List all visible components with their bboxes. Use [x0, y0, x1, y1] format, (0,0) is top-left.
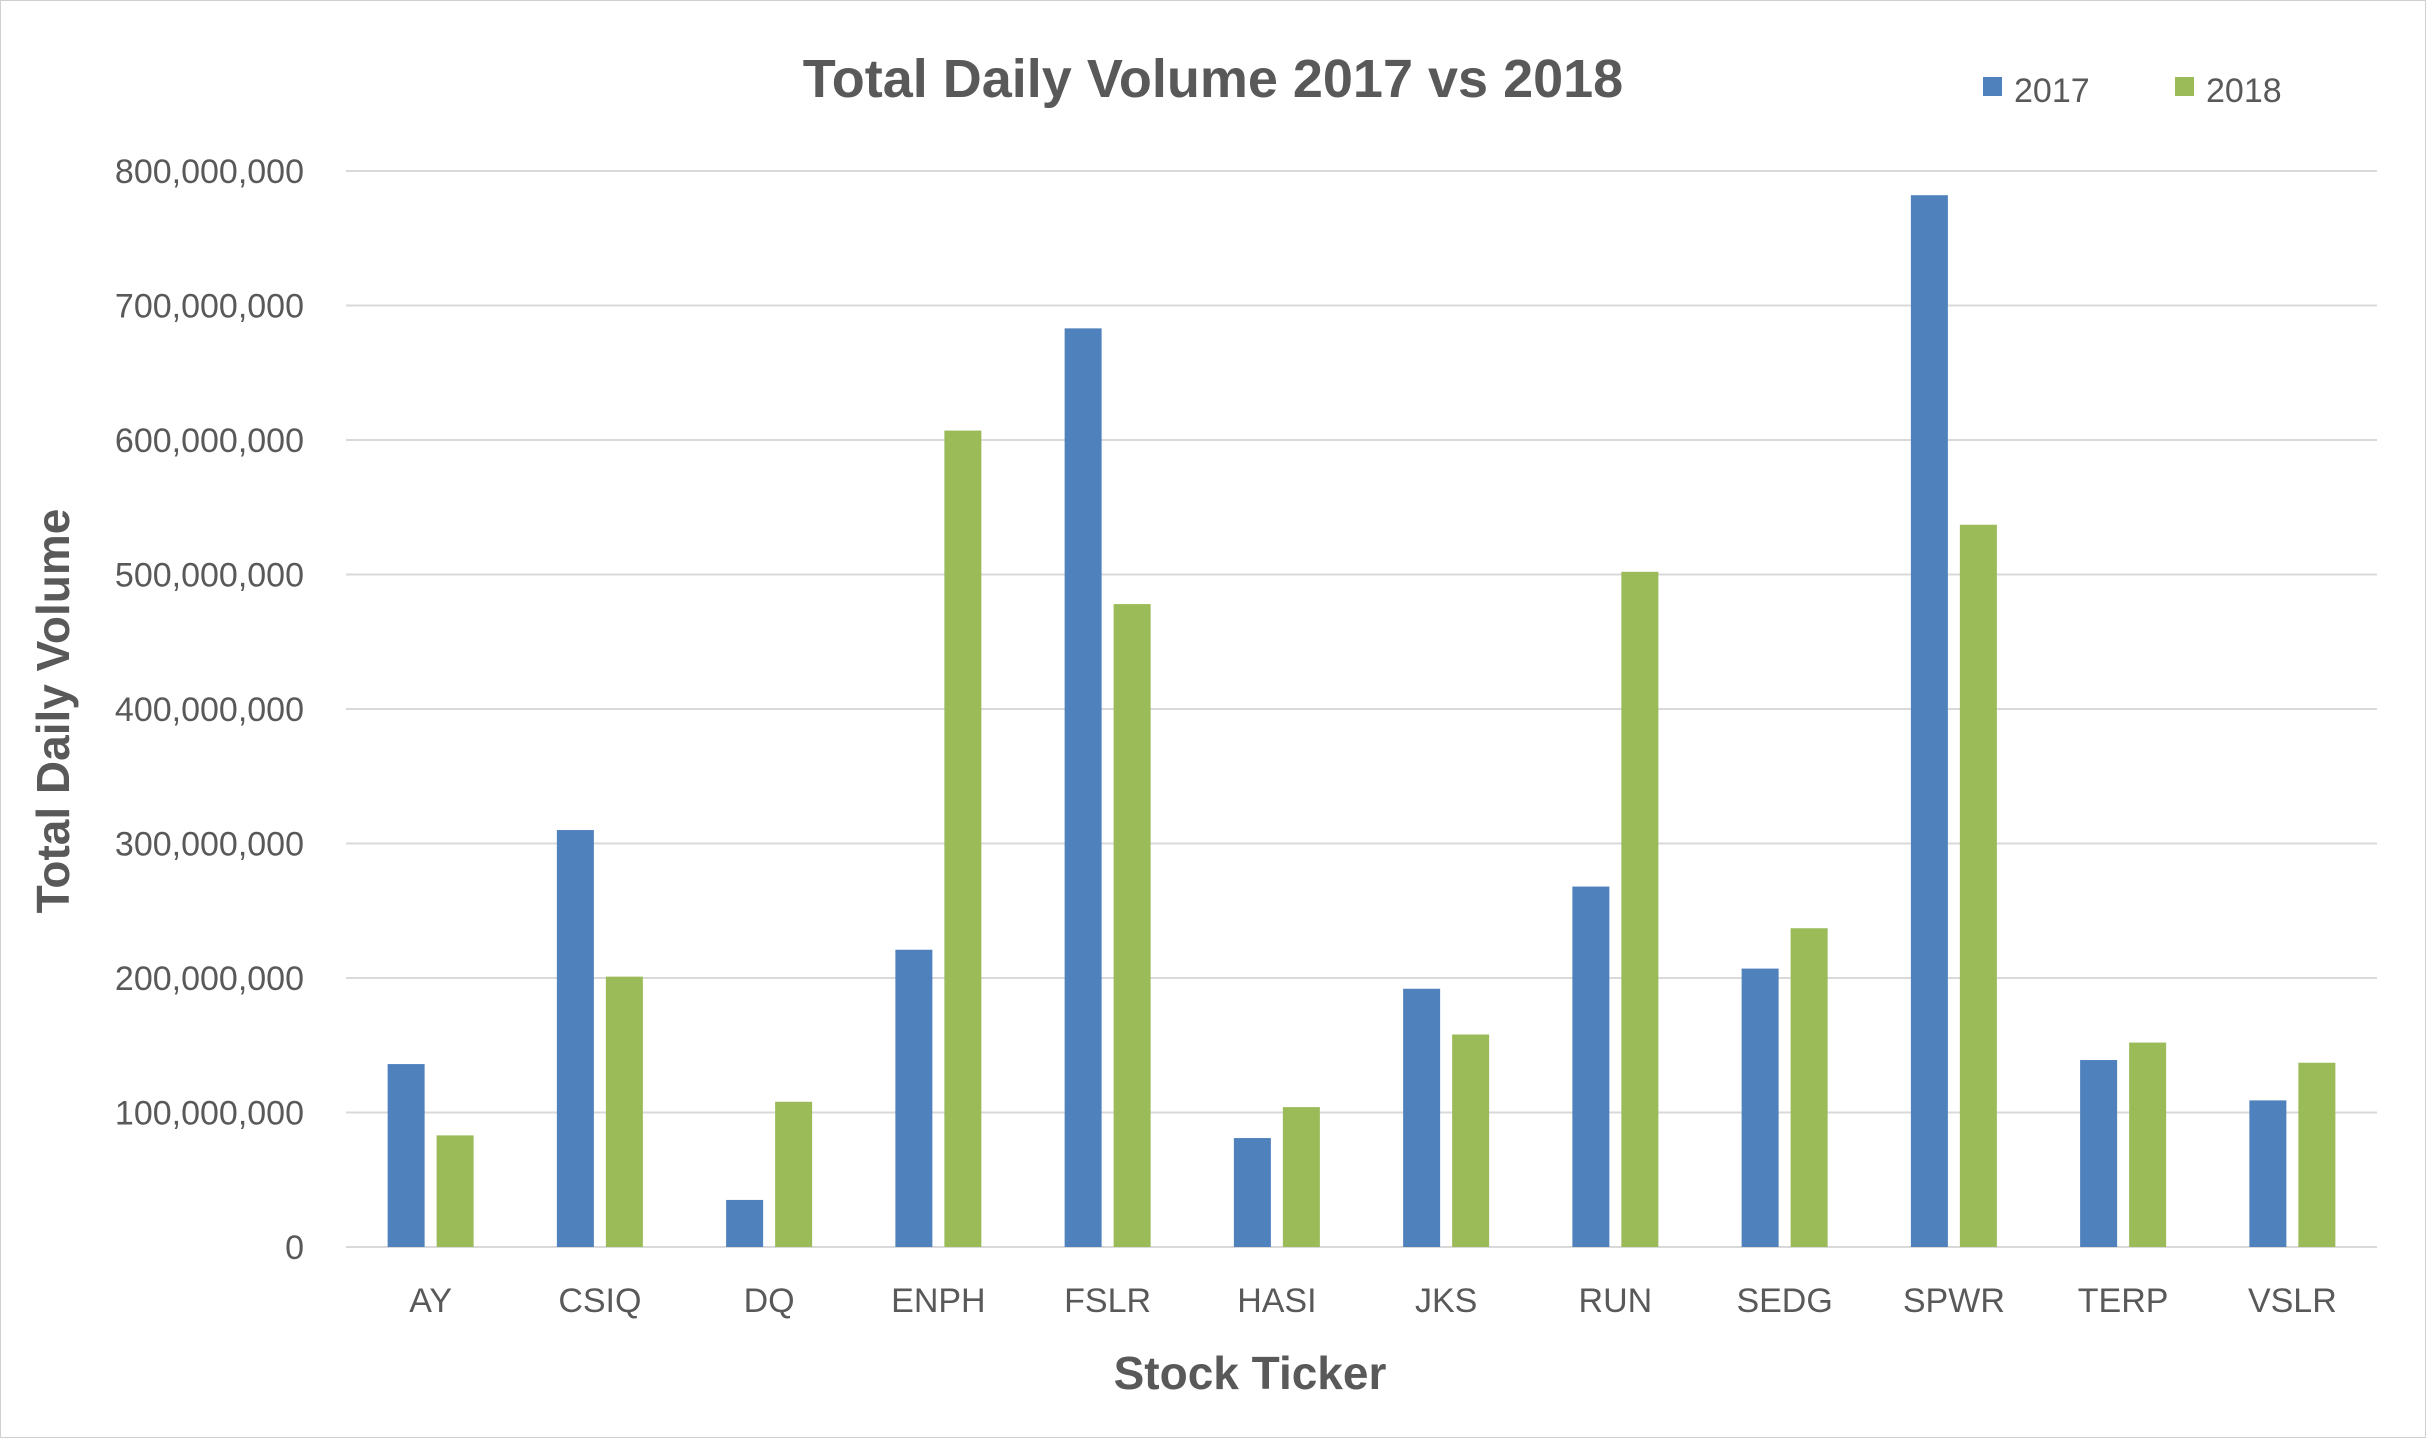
legend-label-2017: 2017	[2014, 72, 2090, 110]
y-tick-label: 600,000,000	[115, 422, 304, 460]
bar-jks-2017	[1403, 988, 1441, 1247]
bar-fslr-2018	[1113, 604, 1151, 1247]
y-tick-label: 200,000,000	[115, 960, 304, 998]
bar-vslr-2017	[2249, 1100, 2287, 1247]
bar-dq-2017	[726, 1199, 764, 1247]
bars	[387, 195, 2336, 1248]
x-tick-label-csiq: CSIQ	[558, 1282, 641, 1320]
bar-run-2017	[1572, 886, 1610, 1247]
legend: 2017 2018	[1983, 72, 2282, 110]
x-tick-label-hasi: HASI	[1237, 1282, 1316, 1320]
bar-enph-2017	[895, 949, 933, 1247]
bar-jks-2018	[1452, 1034, 1490, 1247]
x-tick-label-ay: AY	[409, 1282, 452, 1320]
bar-spwr-2017	[1910, 195, 1948, 1248]
y-tick-label: 500,000,000	[115, 557, 304, 595]
bar-vslr-2018	[2298, 1062, 2336, 1247]
x-axis-tick-labels: AY CSIQ DQ ENPH FSLR HASI JKS RUN SEDG SPWR TERP VS…	[409, 1282, 2337, 1320]
x-tick-label-sedg: SEDG	[1736, 1282, 1832, 1320]
x-tick-label-spwr: SPWR	[1903, 1282, 2005, 1320]
bar-csiq-2018	[605, 976, 643, 1247]
x-tick-label-terp: TERP	[2078, 1282, 2169, 1320]
bar-ay-2017	[387, 1064, 425, 1247]
bar-terp-2018	[2129, 1042, 2167, 1247]
y-tick-label: 0	[285, 1229, 304, 1267]
bar-ay-2018	[436, 1135, 474, 1247]
chart-title: Total Daily Volume 2017 vs 2018	[803, 49, 1623, 109]
y-axis-tick-labels: 0 100,000,000 200,000,000 300,000,000 400,00…	[115, 153, 304, 1267]
x-tick-label-vslr: VSLR	[2248, 1282, 2337, 1320]
bar-sedg-2017	[1741, 968, 1779, 1247]
bar-spwr-2018	[1959, 524, 1997, 1247]
legend-label-2018: 2018	[2206, 72, 2282, 110]
bar-csiq-2017	[556, 830, 594, 1247]
bar-enph-2018	[944, 430, 982, 1248]
bar-dq-2018	[775, 1101, 813, 1247]
bar-hasi-2018	[1282, 1107, 1320, 1247]
y-axis-title: Total Daily Volume	[27, 509, 79, 914]
x-tick-label-enph: ENPH	[891, 1282, 985, 1320]
y-tick-label: 800,000,000	[115, 153, 304, 191]
y-tick-label: 700,000,000	[115, 288, 304, 326]
x-tick-label-run: RUN	[1579, 1282, 1653, 1320]
bar-fslr-2017	[1064, 328, 1102, 1247]
gridlines	[346, 170, 2377, 1248]
x-tick-label-fslr: FSLR	[1064, 1282, 1151, 1320]
y-tick-label: 100,000,000	[115, 1095, 304, 1133]
legend-swatch-2018	[2175, 77, 2194, 96]
x-tick-label-dq: DQ	[744, 1282, 795, 1320]
legend-swatch-2017	[1983, 77, 2002, 96]
y-tick-label: 300,000,000	[115, 826, 304, 864]
x-axis-title: Stock Ticker	[1114, 1347, 1387, 1399]
bar-sedg-2018	[1790, 928, 1828, 1247]
x-tick-label-jks: JKS	[1415, 1282, 1477, 1320]
bar-run-2018	[1621, 571, 1659, 1247]
bar-hasi-2017	[1233, 1138, 1271, 1247]
bar-terp-2017	[2080, 1060, 2118, 1247]
y-tick-label: 400,000,000	[115, 691, 304, 729]
